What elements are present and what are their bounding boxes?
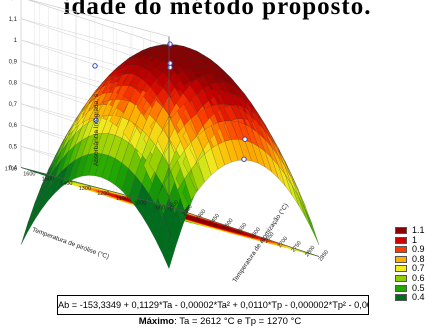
legend-item: 1.1 bbox=[395, 225, 435, 236]
legend-label: 0.4 bbox=[412, 292, 425, 303]
z-tick-label: 0,4 bbox=[9, 166, 18, 172]
legend-swatch bbox=[395, 227, 407, 234]
data-point bbox=[167, 60, 173, 66]
legend-swatch bbox=[395, 236, 407, 244]
y-tick-label: 1600 bbox=[23, 171, 35, 177]
y-axis bbox=[20, 167, 170, 207]
maximum-text: : Ta = 2612 °C e Tp = 1270 °C bbox=[174, 316, 302, 327]
legend-item: 0.8 bbox=[395, 253, 435, 265]
x-axis bbox=[168, 206, 320, 257]
page-title: idade do método proposto. bbox=[63, 0, 372, 20]
y-tick-label: 1000 bbox=[134, 201, 146, 207]
legend-label: 0.8 bbox=[412, 253, 425, 264]
legend-swatch bbox=[395, 274, 407, 282]
y-tick-label: 1300 bbox=[79, 186, 91, 192]
maximum-note: Máximo: Ta = 2612 °C e Tp = 1270 °C bbox=[120, 316, 320, 329]
z-tick-label: 0,7 bbox=[9, 102, 18, 108]
legend-label: 0.5 bbox=[412, 282, 425, 293]
z-gridline bbox=[27, 0, 172, 48]
legend-label: 0.7 bbox=[412, 263, 425, 274]
legend-item: 0.9 bbox=[395, 244, 435, 255]
legend-swatch bbox=[395, 294, 407, 302]
legend-swatch bbox=[395, 246, 407, 254]
legend-swatch bbox=[395, 265, 407, 273]
y-axis-label: Temperatura de pirólise (°C) bbox=[31, 225, 110, 260]
z-tick-label: 0,8 bbox=[9, 81, 18, 87]
legend-label: 0.9 bbox=[412, 244, 425, 255]
surface-patch bbox=[291, 185, 306, 218]
legend-item: 0.5 bbox=[395, 282, 435, 294]
data-point bbox=[92, 63, 98, 69]
y-tick-label: 1400 bbox=[60, 181, 72, 187]
z-tick-label: 1,1 bbox=[9, 17, 18, 23]
legend-item: 0.7 bbox=[395, 263, 435, 274]
legend-item: 0.4 bbox=[395, 292, 435, 303]
x-tick-label: 2800 bbox=[304, 245, 316, 258]
data-point bbox=[167, 64, 173, 71]
legend-label: 1 bbox=[412, 234, 418, 245]
legend-swatch bbox=[395, 284, 407, 292]
response-surface bbox=[20, 44, 320, 270]
data-point bbox=[167, 41, 173, 47]
y-tick-label: 1100 bbox=[116, 196, 128, 202]
data-point bbox=[93, 117, 99, 123]
surface-patch bbox=[305, 210, 320, 245]
z-tick-label: 1 bbox=[14, 38, 18, 44]
legend-item: 1 bbox=[395, 234, 435, 246]
legend-label: 0.6 bbox=[412, 272, 425, 283]
y-tick-label: 1500 bbox=[42, 176, 54, 182]
x-tick-label: 2850 bbox=[318, 249, 330, 262]
regression-equation: Ab = -153,3349 + 0,1129*Ta - 0,00002*Ta²… bbox=[57, 295, 369, 315]
legend-swatch bbox=[395, 255, 407, 263]
surface-patch bbox=[298, 196, 313, 231]
legend-item: 0.6 bbox=[395, 272, 435, 284]
z-tick-label: 1,2 bbox=[9, 0, 18, 2]
color-legend: 1.1 1 0.9 0.8 0.7 0.6 0.5 0.4 bbox=[395, 225, 435, 303]
y-tick-label: 900 bbox=[156, 206, 165, 212]
z-tick-label: 0,9 bbox=[9, 59, 18, 65]
data-point bbox=[241, 156, 247, 162]
maximum-label: Máximo bbox=[138, 316, 175, 327]
z-tick-label: 0,6 bbox=[9, 123, 18, 129]
y-tick-label: 1700 bbox=[5, 167, 17, 173]
y-tick-label: 1200 bbox=[97, 191, 109, 197]
z-tick-label: 0,5 bbox=[9, 144, 18, 150]
data-point bbox=[242, 136, 248, 142]
z-axis-label: Absorbância Integrada, s bbox=[93, 93, 100, 166]
legend-label: 1.1 bbox=[412, 225, 425, 235]
